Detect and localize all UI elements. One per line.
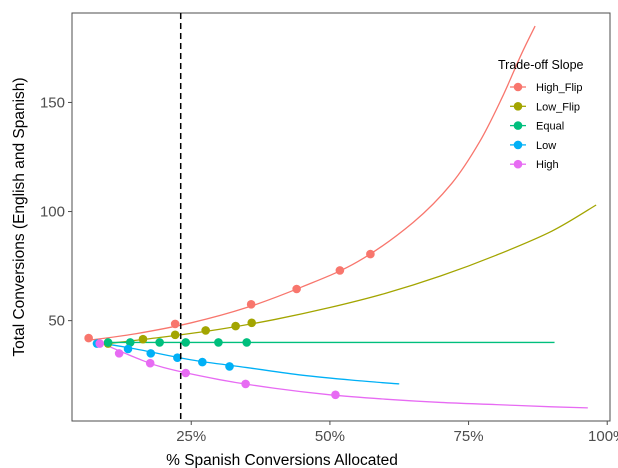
y-axis-title: Total Conversions (English and Spanish) bbox=[11, 77, 28, 356]
y-tick-label: 50 bbox=[48, 313, 65, 330]
data-point-low-flip bbox=[138, 334, 148, 344]
legend-key-point-high-flip bbox=[513, 82, 523, 92]
data-point-low bbox=[146, 349, 156, 358]
data-point-high-flip bbox=[335, 266, 345, 275]
data-point-high-flip bbox=[366, 249, 375, 259]
data-point-high-flip bbox=[84, 333, 93, 343]
legend-key-point-low bbox=[513, 140, 523, 150]
data-point-equal bbox=[242, 338, 252, 347]
data-point-low-flip bbox=[201, 326, 210, 335]
legend-label-high: High bbox=[536, 159, 559, 171]
series-line-high-flip bbox=[88, 25, 536, 341]
legend-key-point-low-flip bbox=[513, 102, 523, 111]
data-point-high bbox=[331, 390, 340, 400]
x-tick-label: 75% bbox=[454, 428, 484, 445]
data-point-high-flip bbox=[246, 299, 256, 309]
data-point-high-flip bbox=[292, 284, 301, 294]
data-point-high bbox=[145, 358, 155, 368]
y-tick-label: 150 bbox=[40, 94, 65, 111]
data-point-high bbox=[95, 339, 105, 348]
x-tick-label: 50% bbox=[315, 428, 345, 445]
data-point-equal bbox=[214, 338, 223, 347]
data-point-low-flip bbox=[170, 330, 180, 340]
legend-label-low-flip: Low_Flip bbox=[536, 101, 580, 113]
data-point-low-flip bbox=[247, 318, 257, 328]
legend: Trade-off Slope High_Flip Low_Flip Equal Lo… bbox=[498, 58, 584, 171]
x-tick-label: 25% bbox=[176, 428, 206, 445]
series-line-low bbox=[96, 341, 400, 385]
series-layer bbox=[84, 25, 597, 409]
data-point-low bbox=[173, 353, 182, 363]
data-point-equal bbox=[181, 338, 191, 347]
x-axis-title: % Spanish Conversions Allocated bbox=[166, 452, 398, 468]
data-point-high-flip bbox=[170, 319, 180, 329]
x-tick-label: 100% bbox=[588, 428, 618, 445]
data-point-low bbox=[225, 362, 234, 371]
data-point-equal bbox=[103, 338, 113, 347]
series-line-low-flip bbox=[107, 204, 597, 345]
data-point-equal bbox=[155, 338, 164, 347]
y-tick-label: 100 bbox=[40, 204, 65, 221]
data-point-high bbox=[241, 379, 250, 389]
legend-label-high-flip: High_Flip bbox=[536, 82, 582, 94]
data-point-low bbox=[198, 357, 207, 367]
legend-key-point-equal bbox=[513, 121, 523, 130]
x-axis: 25% 50% 75% 100% bbox=[176, 421, 618, 445]
legend-label-low: Low bbox=[536, 140, 556, 152]
legend-title: Trade-off Slope bbox=[498, 58, 584, 72]
y-axis: 50 100 150 bbox=[40, 94, 72, 330]
data-point-low bbox=[123, 344, 133, 354]
data-point-equal bbox=[125, 338, 135, 347]
data-point-low-flip bbox=[231, 321, 240, 331]
data-point-high bbox=[114, 349, 124, 358]
plot-panel bbox=[71, 12, 611, 422]
data-point-high bbox=[181, 368, 191, 378]
legend-label-equal: Equal bbox=[536, 121, 564, 133]
legend-key-point-high bbox=[513, 159, 523, 169]
